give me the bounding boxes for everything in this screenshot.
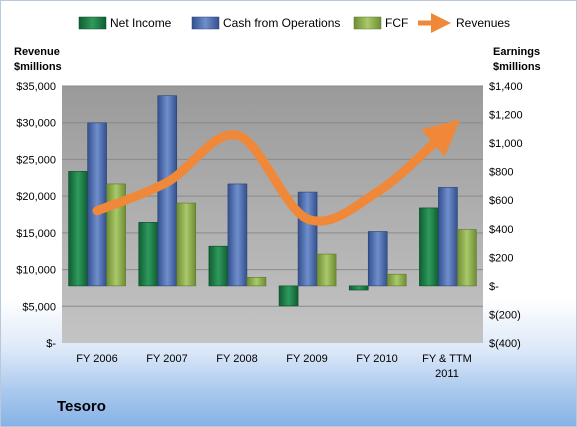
right-tick-label: $1,200 [489, 110, 523, 122]
left-tick-label: $15,000 [16, 228, 56, 240]
cfo-bar [157, 95, 178, 287]
right-tick-label: $400 [489, 224, 513, 236]
left-tick-label: $20,000 [16, 191, 56, 203]
plot-area [62, 86, 483, 343]
left-axis-title-line2: $millions [14, 61, 62, 73]
revenue-line [92, 119, 461, 226]
fcf-bar [246, 277, 267, 287]
left-axis-ticks: $- $5,000 $10,000 $15,000 $20,000 $25,000 $30,… [16, 81, 56, 350]
category-label-ttm2011-line1: FY & TTM [422, 353, 472, 365]
category-label-ttm2011-line2: 2011 [435, 368, 459, 380]
right-axis-title-line1: Earnings [493, 46, 540, 58]
legend-label-net-income: Net Income [110, 16, 172, 30]
left-axis-title-line1: Revenue [14, 46, 60, 58]
category-label-fy2006: FY 2006 [76, 353, 117, 365]
fcf-bar [386, 273, 407, 287]
cfo-bar [297, 191, 318, 287]
company-name: Tesoro [57, 398, 106, 415]
right-axis-ticks: $(400) $(200) $- $200 $400 $600 $800 $1,000 $1,2… [489, 81, 523, 350]
right-tick-label: $800 [489, 167, 513, 179]
net-income-bar [419, 207, 439, 287]
right-axis-title-line2: $millions [493, 61, 541, 73]
fcf-bar [457, 229, 477, 287]
right-tick-label: $1,400 [489, 81, 523, 93]
legend: Net Income Cash from Operations FCF Reve… [78, 13, 510, 33]
cfo-bar [438, 187, 458, 287]
net-income-bar [208, 245, 229, 287]
left-tick-label: $35,000 [16, 81, 56, 93]
right-tick-label: $1,000 [489, 138, 523, 150]
category-label-fy2010: FY 2010 [356, 353, 397, 365]
category-label-fy2009: FY 2009 [286, 353, 327, 365]
net-income-bar [278, 285, 299, 307]
net-income-bar [138, 222, 159, 287]
right-tick-label: $(200) [489, 309, 521, 321]
left-tick-label: $- [46, 338, 56, 350]
fcf-bar [176, 202, 197, 287]
fcf-bar [316, 253, 337, 287]
cfo-bar [227, 183, 248, 287]
legend-swatch-net-income [78, 16, 107, 30]
legend-label-cfo: Cash from Operations [223, 16, 340, 30]
right-tick-label: $- [489, 281, 499, 293]
net-income-bar [68, 171, 88, 287]
category-label-fy2007: FY 2007 [146, 353, 187, 365]
revenues-line [92, 119, 461, 226]
left-tick-label: $5,000 [22, 301, 56, 313]
left-tick-label: $25,000 [16, 154, 56, 166]
right-tick-label: $200 [489, 252, 513, 264]
left-tick-label: $10,000 [16, 265, 56, 277]
legend-swatch-fcf [353, 16, 382, 30]
left-tick-label: $30,000 [16, 118, 56, 130]
category-label-fy2008: FY 2008 [216, 353, 257, 365]
legend-label-revenues: Revenues [456, 16, 510, 30]
cfo-bar [367, 231, 388, 287]
net-income-bar [348, 285, 369, 291]
legend-swatch-cfo [191, 16, 220, 30]
legend-label-fcf: FCF [385, 16, 408, 30]
right-tick-label: $600 [489, 195, 513, 207]
right-tick-label: $(400) [489, 338, 521, 350]
